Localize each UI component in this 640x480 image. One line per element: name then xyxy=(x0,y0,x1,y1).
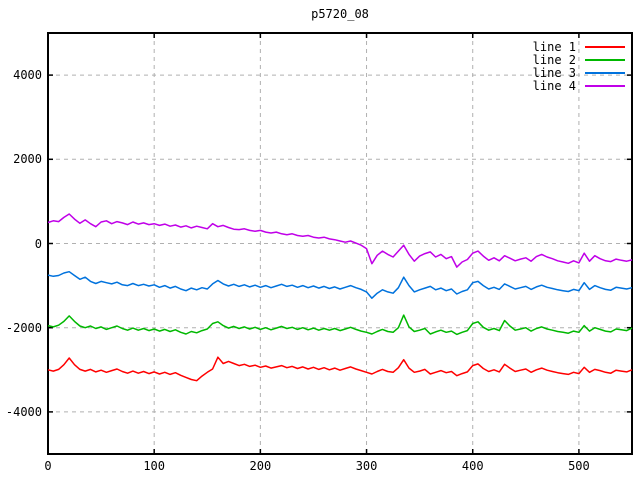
y-tick-label: -2000 xyxy=(5,320,42,335)
legend-line-sample xyxy=(585,71,625,74)
series-line-4 xyxy=(47,213,633,268)
x-tick-label: 0 xyxy=(44,459,52,473)
legend-label: line 3 xyxy=(532,65,576,80)
y-tick-label: 4000 xyxy=(13,68,42,83)
legend-item: line 4 xyxy=(532,78,625,93)
x-tick-label: 300 xyxy=(355,459,378,473)
series-line-3 xyxy=(47,270,633,299)
legend-label: line 4 xyxy=(532,78,576,93)
legend-line-sample xyxy=(585,45,625,48)
legend-item: line 3 xyxy=(532,65,625,80)
x-tick-label: 100 xyxy=(143,459,166,473)
x-tick-label: 400 xyxy=(461,459,484,473)
legend-line-sample xyxy=(585,84,625,87)
legend-label: line 2 xyxy=(532,52,576,67)
y-tick-label: -4000 xyxy=(5,404,42,419)
legend-item: line 1 xyxy=(532,39,625,54)
plot-border xyxy=(47,32,633,455)
y-tick-label: 2000 xyxy=(13,152,42,167)
y-tick-label: 0 xyxy=(34,236,42,251)
legend: line 1 line 2 line 3 line 4 xyxy=(532,39,625,93)
chart-title: p5720_08 xyxy=(311,7,369,21)
series-line-1 xyxy=(47,356,633,382)
x-tick-label: 200 xyxy=(249,459,272,473)
series-line-2 xyxy=(47,314,633,336)
legend-label: line 1 xyxy=(532,39,576,54)
x-tick-label: 500 xyxy=(568,459,590,473)
legend-line-sample xyxy=(585,58,625,61)
legend-item: line 2 xyxy=(532,52,625,67)
